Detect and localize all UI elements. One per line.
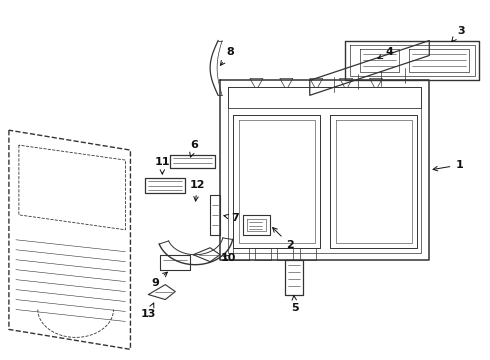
Text: 3: 3 xyxy=(452,26,465,42)
Text: 9: 9 xyxy=(151,272,168,288)
Text: 12: 12 xyxy=(190,180,205,201)
Text: 5: 5 xyxy=(291,296,298,312)
Text: 6: 6 xyxy=(190,140,198,157)
Text: 8: 8 xyxy=(220,48,234,65)
Text: 11: 11 xyxy=(154,157,170,174)
Text: 13: 13 xyxy=(141,303,156,319)
Text: 1: 1 xyxy=(433,160,463,171)
Text: 4: 4 xyxy=(378,48,393,59)
Text: 2: 2 xyxy=(272,228,294,250)
Text: 7: 7 xyxy=(224,213,239,223)
Text: 10: 10 xyxy=(220,253,236,263)
